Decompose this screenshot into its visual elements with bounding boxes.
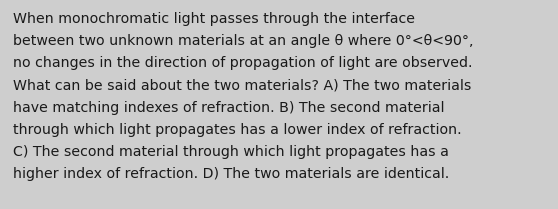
Text: between two unknown materials at an angle θ where 0°<θ<90°,: between two unknown materials at an angl… — [13, 34, 474, 48]
Text: C) The second material through which light propagates has a: C) The second material through which lig… — [13, 145, 449, 159]
Text: higher index of refraction. D) The two materials are identical.: higher index of refraction. D) The two m… — [13, 167, 449, 181]
Text: When monochromatic light passes through the interface: When monochromatic light passes through … — [13, 12, 415, 26]
Text: have matching indexes of refraction. B) The second material: have matching indexes of refraction. B) … — [13, 101, 445, 115]
Text: through which light propagates has a lower index of refraction.: through which light propagates has a low… — [13, 123, 461, 137]
Text: no changes in the direction of propagation of light are observed.: no changes in the direction of propagati… — [13, 56, 473, 70]
Text: What can be said about the two materials? A) The two materials: What can be said about the two materials… — [13, 79, 472, 93]
